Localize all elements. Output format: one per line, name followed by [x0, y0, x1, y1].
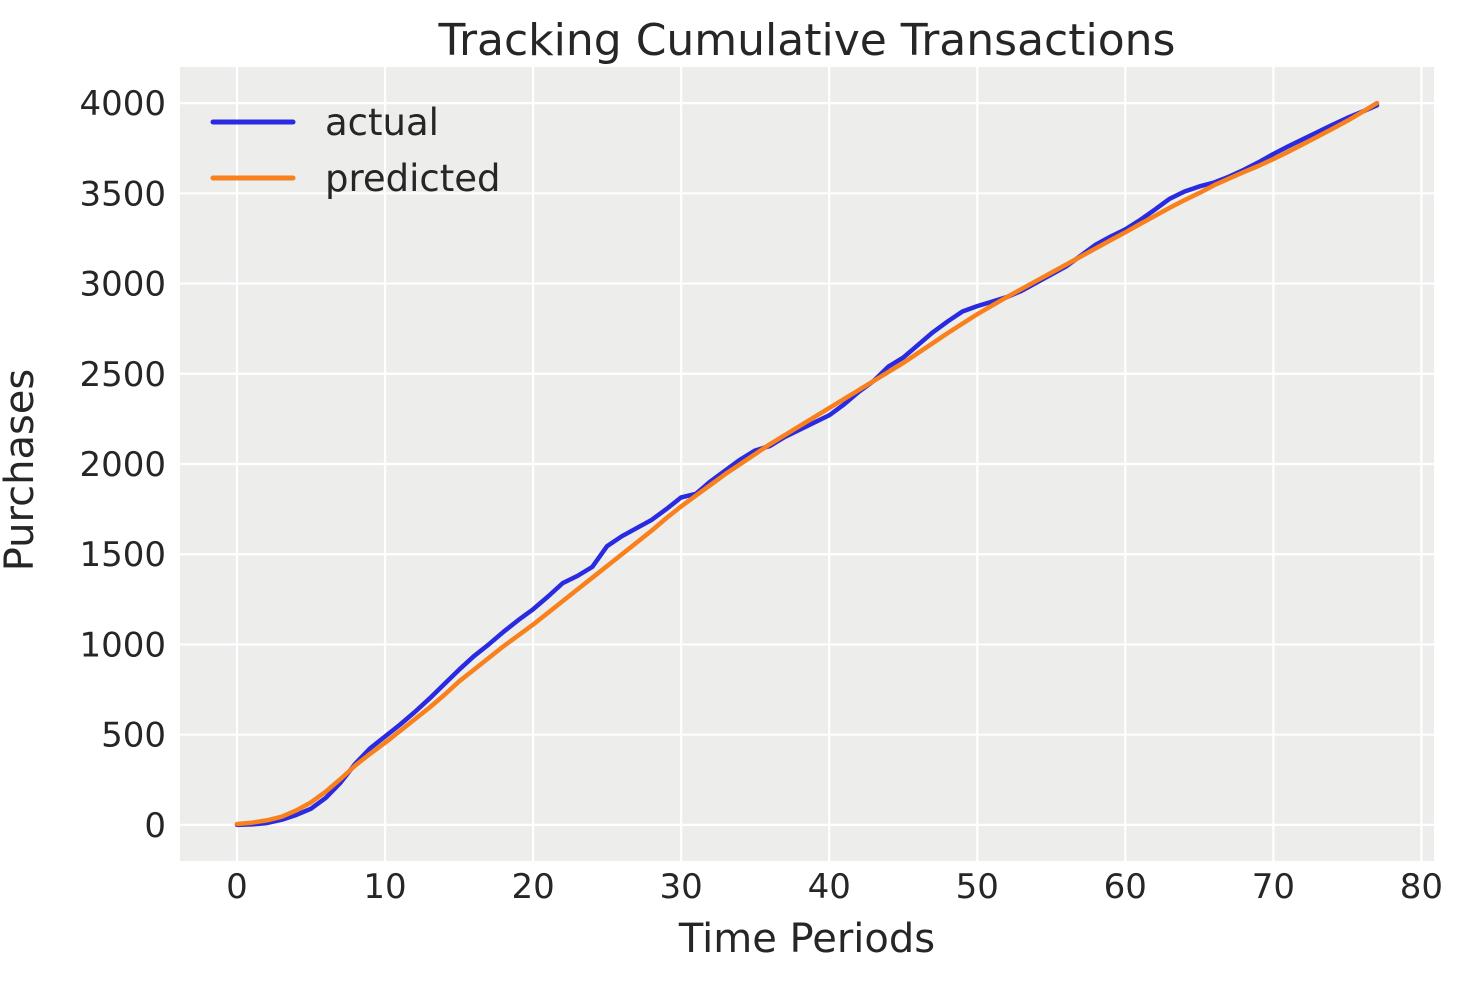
y-tick-label: 2000: [79, 445, 166, 485]
x-tick-labels: 0 10 20 30 40 50 60 70 80: [226, 867, 1443, 907]
series-line-actual: [234, 103, 1380, 828]
x-tick-label: 20: [511, 867, 554, 907]
x-tick-label: 30: [660, 867, 703, 907]
legend-label-predicted: predicted: [325, 157, 501, 200]
legend-label-actual: actual: [325, 101, 439, 144]
y-axis-label: Purchases: [0, 369, 43, 571]
y-tick-label: 3000: [79, 265, 166, 305]
x-tick-label: 10: [363, 867, 406, 907]
x-tick-label: 60: [1104, 867, 1147, 907]
x-tick-label: 40: [808, 867, 851, 907]
x-axis-label: Time Periods: [678, 916, 935, 962]
legend: actual predicted: [210, 101, 501, 200]
y-tick-label: 3500: [79, 174, 166, 214]
y-tick-label: 4000: [79, 84, 166, 124]
gridlines: [180, 67, 1434, 861]
x-tick-label: 70: [1252, 867, 1295, 907]
y-tick-label: 500: [101, 716, 166, 756]
chart-title: Tracking Cumulative Transactions: [438, 15, 1176, 66]
x-tick-label: 80: [1400, 867, 1443, 907]
y-tick-labels: 0 500 1000 1500 2000 2500 3000 3500 4000: [79, 84, 166, 846]
x-tick-label: 0: [226, 867, 248, 907]
y-tick-label: 1000: [79, 625, 166, 665]
y-tick-label: 1500: [79, 535, 166, 575]
y-tick-label: 2500: [79, 355, 166, 395]
y-tick-label: 0: [144, 806, 166, 846]
x-tick-label: 50: [956, 867, 999, 907]
series-line-predicted: [234, 100, 1380, 827]
series-lines: [234, 100, 1380, 828]
